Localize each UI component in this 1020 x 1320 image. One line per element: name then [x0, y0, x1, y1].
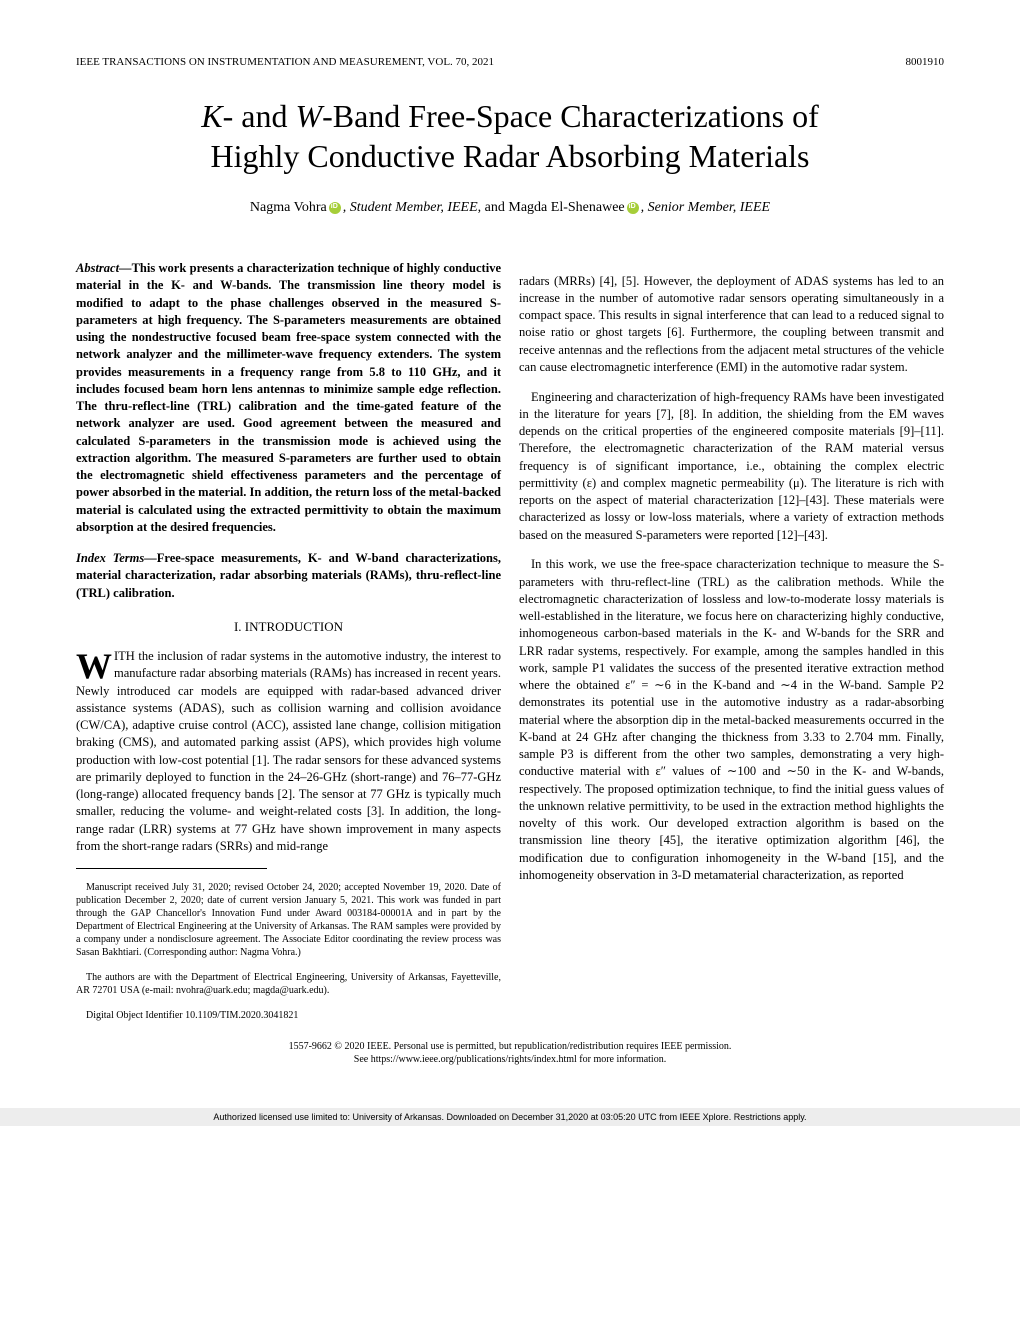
- intro-p1: WITH the inclusion of radar systems in t…: [76, 648, 501, 855]
- header-left: IEEE TRANSACTIONS ON INSTRUMENTATION AND…: [76, 56, 494, 68]
- dropcap: W: [76, 648, 114, 680]
- left-column: Abstract—This work presents a characteri…: [76, 260, 501, 1022]
- header-right: 8001910: [906, 56, 945, 68]
- footnote-affiliation: The authors are with the Department of E…: [76, 971, 501, 997]
- section-heading-1: I. INTRODUCTION: [76, 618, 501, 636]
- title-w: W: [295, 98, 322, 134]
- author-1: Nagma Vohra: [250, 200, 327, 215]
- footnote-separator: [76, 868, 267, 869]
- paper-title: K- and W-Band Free-Space Characterizatio…: [76, 96, 944, 176]
- orcid-icon: [627, 202, 639, 214]
- author-2: Magda El-Shenawee: [508, 200, 624, 215]
- right-column: radars (MRRs) [4], [5]. However, the dep…: [519, 260, 944, 1022]
- authors-line: Nagma Vohra, Student Member, IEEE, and M…: [76, 200, 944, 216]
- col2-p3: In this work, we use the free-space char…: [519, 556, 944, 884]
- copyright: 1557-9662 © 2020 IEEE. Personal use is p…: [76, 1040, 944, 1066]
- orcid-icon: [329, 202, 341, 214]
- title-k: K-: [201, 98, 233, 134]
- footnote-manuscript: Manuscript received July 31, 2020; revis…: [76, 881, 501, 959]
- col2-p2: Engineering and characterization of high…: [519, 389, 944, 544]
- license-footer: Authorized licensed use limited to: Univ…: [0, 1108, 1020, 1126]
- footnote-doi: Digital Object Identifier 10.1109/TIM.20…: [76, 1009, 501, 1022]
- index-terms: Index Terms—Free-space measurements, K- …: [76, 550, 501, 602]
- col2-p1: radars (MRRs) [4], [5]. However, the dep…: [519, 273, 944, 377]
- abstract: Abstract—This work presents a characteri…: [76, 260, 501, 536]
- running-header: IEEE TRANSACTIONS ON INSTRUMENTATION AND…: [76, 56, 944, 68]
